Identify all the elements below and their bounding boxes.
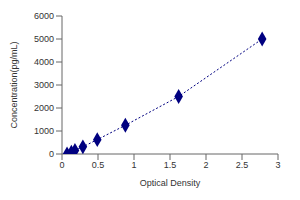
- svg-text:Optical Density: Optical Density: [140, 178, 201, 188]
- svg-text:0.5: 0.5: [92, 160, 105, 170]
- svg-text:0: 0: [59, 160, 64, 170]
- svg-text:1.5: 1.5: [164, 160, 177, 170]
- svg-text:Concentration(pg/mL): Concentration(pg/mL): [9, 41, 19, 128]
- svg-text:2: 2: [203, 160, 208, 170]
- svg-text:6000: 6000: [34, 11, 54, 21]
- svg-text:0: 0: [49, 149, 54, 159]
- svg-text:3: 3: [275, 160, 280, 170]
- svg-text:1: 1: [131, 160, 136, 170]
- svg-text:2000: 2000: [34, 103, 54, 113]
- svg-text:2.5: 2.5: [236, 160, 249, 170]
- svg-text:5000: 5000: [34, 34, 54, 44]
- svg-text:1000: 1000: [34, 126, 54, 136]
- svg-text:3000: 3000: [34, 80, 54, 90]
- svg-text:4000: 4000: [34, 57, 54, 67]
